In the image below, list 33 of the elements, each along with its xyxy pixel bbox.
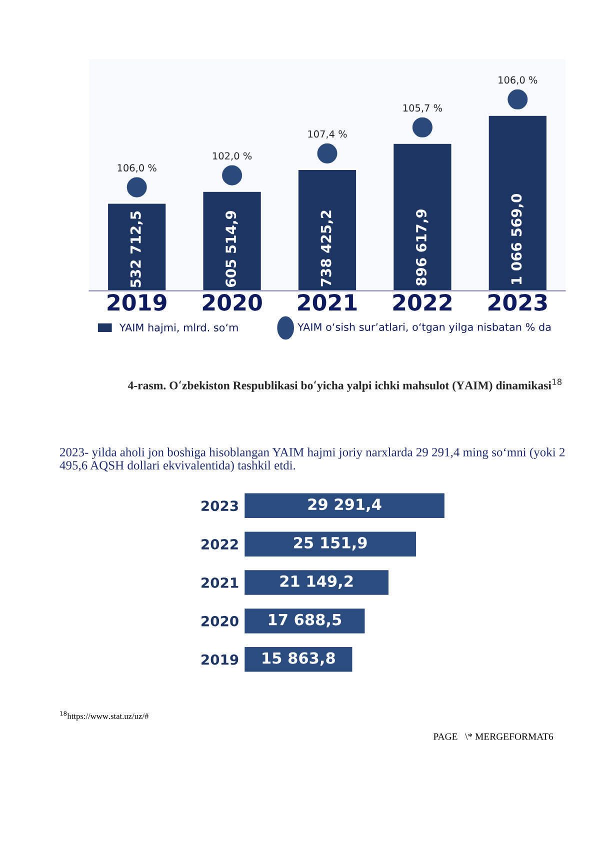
text: $^{18}$https://www.stat.uz/uz/# bbox=[60, 711, 149, 721]
x-tick-label: 2022 bbox=[393, 294, 452, 311]
data-label: 738 425,2 bbox=[320, 210, 334, 286]
text: 106,0 % bbox=[498, 76, 538, 85]
annotation: 106,0 % bbox=[118, 164, 156, 173]
text: YAIM o‘sish sur’atlari, o‘tgan yilga nisbatan % da bbox=[297, 322, 551, 333]
x-tick-label: 2021 bbox=[298, 294, 357, 311]
text: PAGE \* MERGEFORMAT6 bbox=[434, 733, 554, 740]
annotation: 102,0 % bbox=[213, 152, 252, 161]
y-tick-label: 2020 bbox=[202, 616, 238, 626]
y-tick-label: 2023 bbox=[202, 500, 238, 512]
y-tick-label: 2022 bbox=[202, 539, 238, 550]
annotation: 107,4 % bbox=[308, 130, 347, 139]
data-label: 896 617,9 bbox=[416, 210, 428, 286]
y-tick-label: 2021 bbox=[202, 577, 238, 588]
text: 2023- yilda aholi jon boshiga hisoblangan YAIM hajmi joriy narxlarda 29 291,4 ming so‘mni (yoki 2 495,6 AQSH dollari ekvivalentida) tashkil etdi. bbox=[60, 448, 565, 472]
data-label: 21 149,2 bbox=[280, 575, 353, 589]
y-tick-label: 2019 bbox=[202, 654, 238, 665]
text: 105,7 % bbox=[403, 104, 442, 113]
x-tick-label: 2023 bbox=[488, 294, 547, 311]
data-label: 1 066 569,0 bbox=[511, 194, 524, 284]
data-label: 17 688,5 bbox=[268, 614, 342, 628]
x-tick-label: 2019 bbox=[108, 294, 166, 311]
bar bbox=[244, 492, 446, 520]
legend-label: YAIM hajmi, mlrd. so‘m bbox=[119, 323, 238, 334]
data-label: 532 712,5 bbox=[130, 211, 143, 288]
text: 4-rasm. O‘zbekiston Respublikasi bo‘yicha yalpi ichki mahsulot (YAIM) dinamikasi$^{18}$ bbox=[128, 378, 562, 392]
data-label: 29 291,4 bbox=[308, 498, 382, 512]
data-label: 15 863,8 bbox=[262, 652, 335, 666]
data-label: 25 151,9 bbox=[294, 536, 367, 550]
bar bbox=[244, 530, 418, 558]
bar bbox=[244, 568, 390, 596]
data-label: 605 514,9 bbox=[226, 210, 238, 287]
